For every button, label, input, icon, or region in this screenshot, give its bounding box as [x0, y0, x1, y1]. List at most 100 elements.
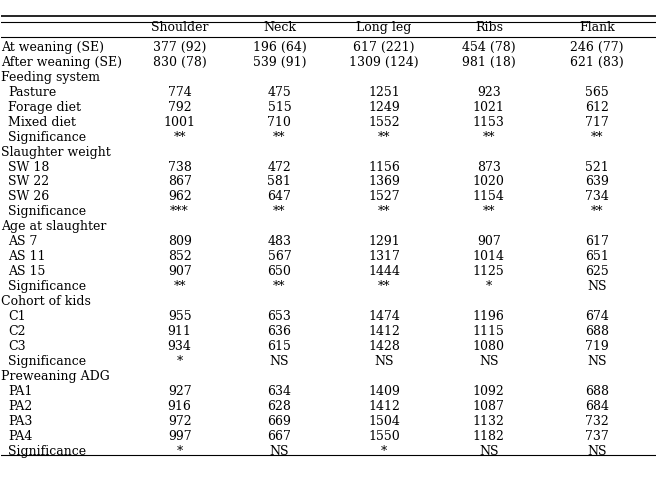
- Text: Pasture: Pasture: [8, 86, 57, 99]
- Text: Significance: Significance: [8, 280, 86, 292]
- Text: 565: 565: [585, 86, 608, 99]
- Text: NS: NS: [587, 280, 606, 292]
- Text: *: *: [177, 354, 183, 367]
- Text: 1125: 1125: [473, 265, 505, 278]
- Text: 567: 567: [267, 250, 291, 263]
- Text: 1249: 1249: [368, 101, 400, 114]
- Text: 674: 674: [585, 309, 608, 322]
- Text: 515: 515: [267, 101, 291, 114]
- Text: NS: NS: [479, 354, 499, 367]
- Text: 962: 962: [168, 190, 192, 203]
- Text: 653: 653: [267, 309, 291, 322]
- Text: 911: 911: [168, 324, 192, 337]
- Text: *: *: [177, 444, 183, 456]
- Text: **: **: [378, 205, 390, 218]
- Text: 1196: 1196: [473, 309, 505, 322]
- Text: 1412: 1412: [368, 399, 400, 412]
- Text: Significance: Significance: [8, 444, 86, 456]
- Text: *: *: [381, 444, 387, 456]
- Text: Flank: Flank: [579, 21, 614, 34]
- Text: 1020: 1020: [473, 175, 505, 188]
- Text: SW 26: SW 26: [8, 190, 49, 203]
- Text: 1156: 1156: [368, 160, 400, 173]
- Text: 1444: 1444: [368, 265, 400, 278]
- Text: 1369: 1369: [368, 175, 400, 188]
- Text: **: **: [591, 130, 603, 143]
- Text: PA2: PA2: [8, 399, 32, 412]
- Text: 1552: 1552: [369, 116, 400, 128]
- Text: 907: 907: [477, 235, 501, 248]
- Text: 734: 734: [585, 190, 608, 203]
- Text: 1474: 1474: [368, 309, 400, 322]
- Text: Preweaning ADG: Preweaning ADG: [1, 369, 110, 382]
- Text: Slaughter weight: Slaughter weight: [1, 145, 111, 158]
- Text: At weaning (SE): At weaning (SE): [1, 41, 104, 54]
- Text: 617 (221): 617 (221): [353, 41, 415, 54]
- Text: 997: 997: [168, 429, 191, 442]
- Text: SW 18: SW 18: [8, 160, 49, 173]
- Text: 667: 667: [267, 429, 291, 442]
- Text: **: **: [273, 280, 286, 292]
- Text: Forage diet: Forage diet: [8, 101, 81, 114]
- Text: 625: 625: [585, 265, 608, 278]
- Text: 539 (91): 539 (91): [253, 56, 306, 69]
- Text: 1412: 1412: [368, 324, 400, 337]
- Text: ***: ***: [170, 205, 189, 218]
- Text: 792: 792: [168, 101, 191, 114]
- Text: 454 (78): 454 (78): [462, 41, 516, 54]
- Text: NS: NS: [479, 444, 499, 456]
- Text: 688: 688: [585, 384, 609, 397]
- Text: 615: 615: [267, 339, 291, 352]
- Text: 1014: 1014: [473, 250, 505, 263]
- Text: Long leg: Long leg: [356, 21, 412, 34]
- Text: 628: 628: [267, 399, 291, 412]
- Text: 647: 647: [267, 190, 291, 203]
- Text: 684: 684: [585, 399, 609, 412]
- Text: 246 (77): 246 (77): [570, 41, 623, 54]
- Text: 1504: 1504: [368, 414, 400, 427]
- Text: Mixed diet: Mixed diet: [8, 116, 76, 128]
- Text: 719: 719: [585, 339, 608, 352]
- Text: Cohort of kids: Cohort of kids: [1, 294, 91, 307]
- Text: SW 22: SW 22: [8, 175, 49, 188]
- Text: 1309 (124): 1309 (124): [350, 56, 419, 69]
- Text: Significance: Significance: [8, 354, 86, 367]
- Text: **: **: [273, 130, 286, 143]
- Text: 1153: 1153: [473, 116, 505, 128]
- Text: *: *: [486, 280, 492, 292]
- Text: 521: 521: [585, 160, 608, 173]
- Text: AS 15: AS 15: [8, 265, 45, 278]
- Text: 927: 927: [168, 384, 191, 397]
- Text: Feeding system: Feeding system: [1, 71, 101, 84]
- Text: 717: 717: [585, 116, 608, 128]
- Text: C1: C1: [8, 309, 26, 322]
- Text: 475: 475: [267, 86, 291, 99]
- Text: 617: 617: [585, 235, 608, 248]
- Text: 483: 483: [267, 235, 292, 248]
- Text: Ribs: Ribs: [475, 21, 503, 34]
- Text: 1291: 1291: [368, 235, 400, 248]
- Text: 873: 873: [477, 160, 501, 173]
- Text: 852: 852: [168, 250, 192, 263]
- Text: 634: 634: [267, 384, 292, 397]
- Text: 650: 650: [267, 265, 291, 278]
- Text: 1021: 1021: [473, 101, 505, 114]
- Text: 737: 737: [585, 429, 608, 442]
- Text: Shoulder: Shoulder: [151, 21, 208, 34]
- Text: Neck: Neck: [263, 21, 296, 34]
- Text: 934: 934: [168, 339, 192, 352]
- Text: 1428: 1428: [368, 339, 400, 352]
- Text: Age at slaughter: Age at slaughter: [1, 220, 107, 233]
- Text: 621 (83): 621 (83): [570, 56, 623, 69]
- Text: 1001: 1001: [164, 116, 196, 128]
- Text: **: **: [173, 130, 186, 143]
- Text: 738: 738: [168, 160, 192, 173]
- Text: **: **: [378, 280, 390, 292]
- Text: 1409: 1409: [368, 384, 400, 397]
- Text: 830 (78): 830 (78): [153, 56, 206, 69]
- Text: NS: NS: [269, 444, 289, 456]
- Text: 1154: 1154: [473, 190, 505, 203]
- Text: 923: 923: [477, 86, 501, 99]
- Text: 972: 972: [168, 414, 191, 427]
- Text: AS 11: AS 11: [8, 250, 45, 263]
